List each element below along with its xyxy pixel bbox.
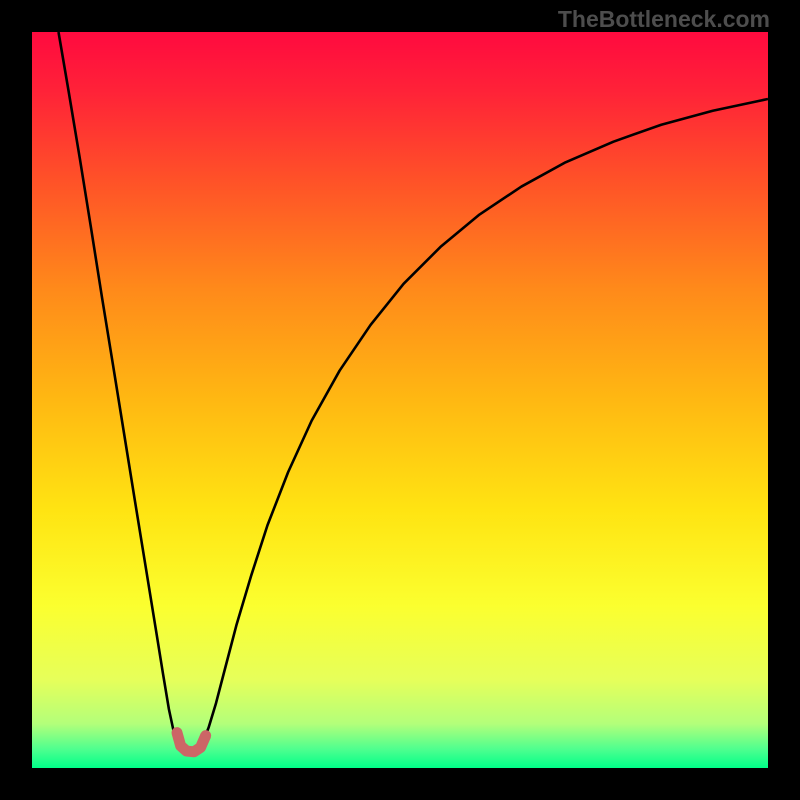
chart-container: TheBottleneck.com: [0, 0, 800, 800]
recommended-marker: [177, 733, 206, 752]
curve-svg: [32, 32, 768, 768]
plot-area: [32, 32, 768, 768]
bottleneck-curve: [58, 32, 768, 753]
watermark: TheBottleneck.com: [558, 6, 770, 33]
